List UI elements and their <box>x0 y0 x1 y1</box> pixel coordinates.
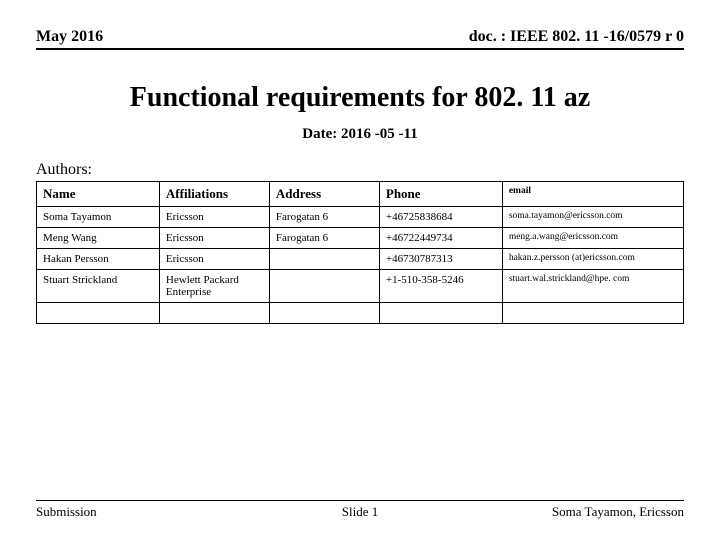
cell-email: stuart.wal.strickland@hpe. com <box>502 270 683 303</box>
col-header-address: Address <box>269 182 379 207</box>
footer-submission: Submission <box>36 504 97 520</box>
table-row: Stuart Strickland Hewlett Packard Enterp… <box>37 270 684 303</box>
col-header-email: email <box>502 182 683 207</box>
table-row <box>37 303 684 324</box>
cell-aff: Ericsson <box>159 228 269 249</box>
cell-phone <box>379 303 502 324</box>
cell-email <box>502 303 683 324</box>
cell-addr: Farogatan 6 <box>269 228 379 249</box>
cell-name: Soma Tayamon <box>37 207 160 228</box>
cell-email: hakan.z.persson (at)ericsson.com <box>502 249 683 270</box>
footer-author: Soma Tayamon, Ericsson <box>552 504 684 520</box>
col-header-phone: Phone <box>379 182 502 207</box>
header-date: May 2016 <box>36 28 103 46</box>
col-header-name: Name <box>37 182 160 207</box>
cell-addr <box>269 270 379 303</box>
cell-phone: +46730787313 <box>379 249 502 270</box>
authors-label: Authors: <box>36 161 684 179</box>
cell-name: Meng Wang <box>37 228 160 249</box>
authors-table: Name Affiliations Address Phone email So… <box>36 181 684 324</box>
cell-aff: Ericsson <box>159 207 269 228</box>
table-row: Hakan Persson Ericsson +46730787313 haka… <box>37 249 684 270</box>
header-bar: May 2016 doc. : IEEE 802. 11 -16/0579 r … <box>36 28 684 50</box>
cell-aff: Hewlett Packard Enterprise <box>159 270 269 303</box>
cell-phone: +1-510-358-5246 <box>379 270 502 303</box>
footer: Slide 1 Submission Soma Tayamon, Ericsso… <box>36 500 684 520</box>
table-row: Meng Wang Ericsson Farogatan 6 +46722449… <box>37 228 684 249</box>
cell-aff: Ericsson <box>159 249 269 270</box>
table-header-row: Name Affiliations Address Phone email <box>37 182 684 207</box>
cell-aff <box>159 303 269 324</box>
col-header-affiliations: Affiliations <box>159 182 269 207</box>
date-line: Date: 2016 -05 -11 <box>36 126 684 143</box>
slide-title: Functional requirements for 802. 11 az <box>36 82 684 114</box>
cell-phone: +46722449734 <box>379 228 502 249</box>
cell-name <box>37 303 160 324</box>
cell-addr: Farogatan 6 <box>269 207 379 228</box>
cell-addr <box>269 249 379 270</box>
header-doc-id: doc. : IEEE 802. 11 -16/0579 r 0 <box>469 28 684 46</box>
cell-name: Hakan Persson <box>37 249 160 270</box>
footer-rule <box>36 500 684 501</box>
cell-email: meng.a.wang@ericsson.com <box>502 228 683 249</box>
table-row: Soma Tayamon Ericsson Farogatan 6 +46725… <box>37 207 684 228</box>
cell-phone: +46725838684 <box>379 207 502 228</box>
cell-name: Stuart Strickland <box>37 270 160 303</box>
cell-addr <box>269 303 379 324</box>
cell-email: soma.tayamon@ericsson.com <box>502 207 683 228</box>
